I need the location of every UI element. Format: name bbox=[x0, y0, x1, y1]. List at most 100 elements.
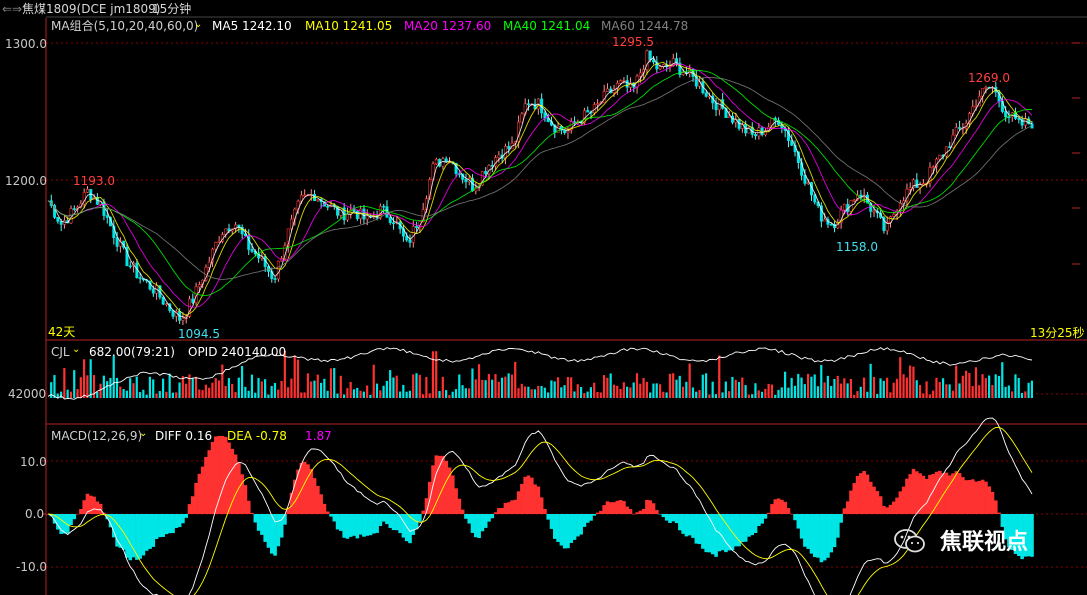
macd-bar bbox=[177, 514, 182, 528]
volume-bar bbox=[708, 394, 711, 398]
macd-bar bbox=[842, 508, 847, 514]
volume-bar bbox=[99, 383, 102, 398]
macd-bar bbox=[164, 514, 169, 535]
macd-bar bbox=[408, 514, 412, 544]
volume-bar bbox=[435, 351, 438, 398]
macd-bar bbox=[108, 514, 113, 528]
macd-bar bbox=[391, 514, 396, 531]
macd-bar bbox=[605, 501, 610, 514]
volume-bar bbox=[632, 382, 635, 398]
volume-bar bbox=[685, 381, 688, 398]
candle-body bbox=[938, 154, 942, 160]
menu-icon[interactable]: ⇐⇒ bbox=[2, 2, 23, 16]
volume-bar bbox=[145, 394, 148, 398]
volume-bar bbox=[382, 385, 385, 398]
macd-bar bbox=[615, 500, 620, 514]
volume-bars bbox=[50, 350, 1033, 398]
macd-dropdown-icon[interactable]: ⌄ bbox=[139, 428, 148, 439]
candle-body bbox=[763, 130, 767, 136]
macd-bar bbox=[230, 448, 235, 514]
candle-body bbox=[405, 235, 409, 241]
volume-bar bbox=[122, 389, 125, 398]
volume-bar bbox=[504, 376, 507, 398]
volume-bar bbox=[250, 374, 254, 398]
macd-bar bbox=[59, 514, 63, 534]
volume-bar bbox=[303, 392, 306, 398]
macd-bar bbox=[786, 508, 791, 514]
period-label[interactable]: 15分钟 bbox=[152, 2, 192, 16]
macd-bar bbox=[789, 513, 794, 515]
volume-bar bbox=[115, 377, 119, 398]
candle-body bbox=[388, 217, 392, 224]
macd-bar bbox=[362, 514, 366, 537]
macd-bar bbox=[651, 503, 656, 514]
macd-bar bbox=[967, 480, 972, 514]
macd-bar bbox=[342, 514, 346, 538]
macd-bar bbox=[727, 514, 732, 551]
candle-body bbox=[273, 278, 277, 280]
macd-bar bbox=[878, 496, 883, 514]
macd-bar bbox=[526, 475, 531, 514]
ma-dropdown-icon[interactable]: ⌄ bbox=[194, 19, 203, 30]
macd-bar bbox=[638, 510, 643, 514]
volume-bar bbox=[178, 382, 181, 398]
macd-bar bbox=[523, 476, 527, 514]
macd-bar bbox=[681, 514, 685, 534]
macd-bar bbox=[832, 514, 837, 548]
macd-bar bbox=[885, 507, 889, 514]
volume-bar bbox=[780, 387, 783, 398]
macd-bar bbox=[691, 514, 695, 538]
volume-bar bbox=[968, 373, 971, 398]
candle-body bbox=[921, 183, 925, 186]
volume-bar bbox=[214, 378, 217, 398]
macd-bar bbox=[88, 495, 93, 514]
candle-body bbox=[671, 58, 675, 67]
volume-bar bbox=[458, 374, 461, 398]
volume-bar bbox=[165, 391, 168, 398]
volume-bar bbox=[237, 377, 240, 398]
volume-bar bbox=[310, 381, 313, 398]
macd-bar bbox=[112, 514, 116, 538]
volume-bar bbox=[63, 368, 66, 398]
macd-indicator-label[interactable]: MACD(12,26,9) bbox=[51, 429, 143, 443]
macd-bar bbox=[658, 514, 662, 515]
macd-bar bbox=[510, 500, 514, 514]
volume-bar bbox=[468, 388, 471, 398]
macd-bar bbox=[648, 500, 653, 514]
macd-bar bbox=[437, 455, 442, 514]
macd-bar bbox=[720, 514, 725, 551]
volume-bar bbox=[642, 378, 645, 398]
volume-bar bbox=[336, 393, 339, 398]
macd-bar bbox=[464, 514, 468, 519]
volume-indicator-label[interactable]: CJL bbox=[51, 345, 70, 359]
macd-bar bbox=[592, 514, 597, 516]
candle-body bbox=[856, 194, 860, 201]
macd-bar bbox=[191, 496, 195, 514]
macd-bar bbox=[174, 514, 179, 528]
volume-bar bbox=[283, 350, 286, 398]
volume-bar bbox=[306, 373, 309, 398]
macd-bar bbox=[95, 501, 100, 514]
volume-bar bbox=[596, 391, 599, 398]
volume-bar bbox=[428, 393, 431, 398]
volume-bar bbox=[221, 364, 224, 398]
volume-bar bbox=[836, 375, 839, 398]
volume-dropdown-icon[interactable]: ⌄ bbox=[72, 344, 81, 355]
volume-bar bbox=[280, 380, 283, 398]
volume-bar bbox=[734, 379, 737, 398]
macd-bar bbox=[724, 514, 728, 553]
volume-bar bbox=[254, 392, 257, 398]
candle-body bbox=[964, 123, 968, 129]
volume-bar bbox=[520, 383, 523, 398]
candle-body bbox=[56, 217, 60, 222]
macd-bar bbox=[812, 514, 817, 558]
ma-group-label[interactable]: MA组合(5,10,20,40,60,0) bbox=[51, 19, 199, 33]
macd-bar bbox=[431, 465, 435, 514]
candle-body bbox=[484, 171, 488, 174]
symbol-label[interactable]: 焦煤1809(DCE jm1809) bbox=[22, 2, 161, 16]
volume-bar bbox=[583, 393, 586, 398]
volume-bar bbox=[260, 381, 263, 398]
volume-bar bbox=[441, 376, 444, 398]
macd-bar bbox=[223, 436, 228, 514]
volume-bar bbox=[500, 377, 504, 398]
